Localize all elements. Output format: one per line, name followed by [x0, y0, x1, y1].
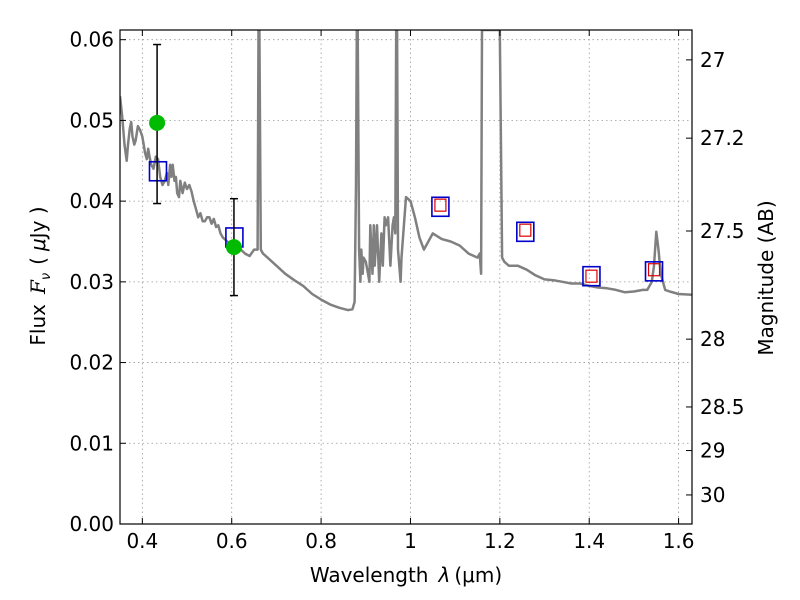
detection-point [225, 239, 242, 256]
y-tick-label: 0.02 [69, 351, 114, 375]
photometry-layer [148, 43, 664, 297]
model-flux-box [585, 269, 598, 283]
y-tick-label: 0.00 [69, 512, 114, 536]
y-tick-label: 0.05 [69, 108, 114, 132]
y-tick-label: 0.04 [69, 189, 114, 213]
y-tick-label: 0.06 [69, 28, 114, 52]
model-flux-box [647, 263, 661, 277]
x-tick-label: 1 [404, 529, 417, 553]
axis-ticks: 0.4 0.6 0.8 1 1.2 1.4 1.6 0.00 0.01 0.02 0.03 0.04 0… [69, 28, 744, 553]
y-tick-label: 0.03 [69, 270, 114, 294]
observed-flux-box [516, 221, 535, 243]
y2-tick-label: 30 [700, 483, 725, 507]
y2-tick-label: 27.5 [700, 219, 745, 243]
y2-axis-label: Magnitude (AB) [754, 200, 778, 355]
grid [120, 30, 692, 525]
x-tick-label: 0.8 [305, 529, 337, 553]
spectrum-layer [120, 30, 692, 312]
x-axis-label: Wavelength λ (μm) [310, 563, 502, 587]
y2-tick-label: 28.5 [700, 395, 745, 419]
model-flux-box [519, 223, 532, 237]
x-tick-label: 0.4 [126, 529, 158, 553]
observed-flux-box [148, 160, 168, 182]
y2-tick-label: 28 [700, 327, 725, 351]
observed-flux-box [431, 196, 450, 218]
x-tick-label: 0.6 [216, 529, 248, 553]
y-axis-label: FluxFν(μJy ) [26, 206, 54, 345]
observed-flux-box [582, 265, 601, 287]
model-flux-box [434, 198, 447, 212]
x-tick-label: 1.4 [573, 529, 605, 553]
spectrum-line [120, 30, 692, 312]
y2-tick-label: 27.2 [700, 126, 745, 150]
y2-tick-label: 27 [700, 48, 725, 72]
observed-flux-box [644, 261, 664, 282]
detection-point [149, 114, 166, 131]
x-tick-label: 1.6 [663, 529, 695, 553]
y2-tick-label: 29 [700, 439, 725, 463]
x-tick-label: 1.2 [484, 529, 516, 553]
y-tick-label: 0.01 [69, 431, 114, 455]
plot-frame [119, 29, 693, 525]
